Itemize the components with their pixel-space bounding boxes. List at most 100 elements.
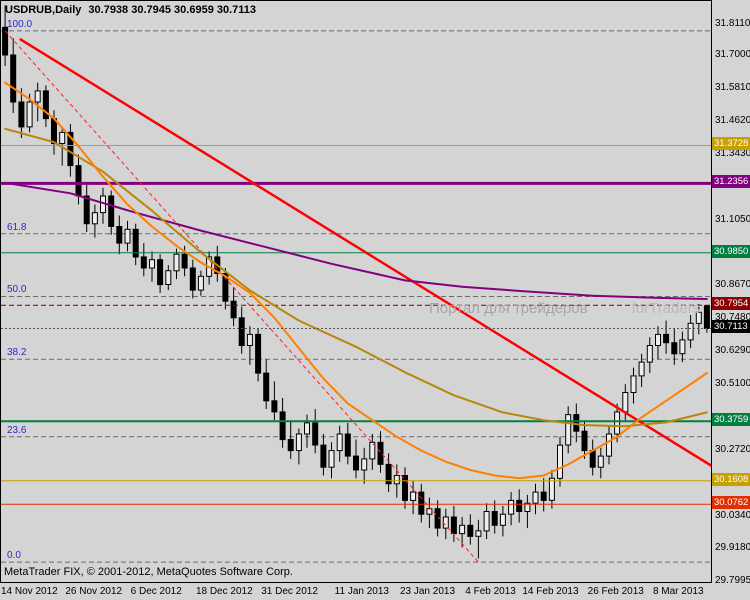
candle-body [353,455,359,471]
candle-body [597,455,604,468]
candle-body [336,433,343,452]
candle-body [51,118,57,144]
candle-body [687,322,694,341]
purple-slow-ma [4,181,708,300]
price-tick-label: 30.2720 [715,444,750,456]
gold-medium-ma [4,127,708,428]
date-tick-label: 26 Nov 2012 [65,586,123,597]
candle-body [410,491,417,501]
date-tick-label: 8 Mar 2013 [652,586,704,597]
date-tick-label: 23 Jan 2013 [399,586,456,597]
price-tick-label: 31.7000 [715,48,750,60]
date-tick-label: 14 Feb 2013 [522,586,579,597]
candle-body [491,511,498,526]
candle-body [385,463,392,485]
candle-body [189,267,196,291]
candle-body [181,253,188,269]
candle-body [557,444,563,479]
candle-body [320,444,327,468]
candle-body [26,101,33,128]
candle-body [108,195,115,227]
red-badge: 30.0762 [712,496,750,510]
candle-body [516,499,523,512]
fib-level-label: 100.0 [7,18,33,30]
date-tick-label: 18 Dec 2012 [195,586,253,597]
watermark: Портал для трейдеров forTraders [429,300,700,317]
candle-body [10,54,17,103]
price-tick-label: 30.6290 [715,345,750,357]
candle-body [238,317,245,346]
date-tick-label: 31 Dec 2012 [261,586,318,597]
date-tick-label: 6 Dec 2012 [130,586,182,597]
candle-body [622,392,629,413]
candle-body [197,275,204,291]
candle-body [655,333,661,346]
candle-body [165,270,172,286]
price-tick-label: 31.5810 [715,81,750,93]
candle-body [565,414,572,446]
candle-body [116,226,123,244]
price-tick-label: 30.5100 [715,378,750,390]
candle-body [377,441,384,465]
price-tick-label: 31.1050 [715,213,750,225]
candle-body [630,375,637,393]
candle-body [279,411,286,441]
candle-body [418,491,425,515]
chart-plot-area[interactable]: USDRUB,Daily 30.7938 30.7945 30.6959 30.… [0,0,712,583]
candle-body [140,256,147,269]
candle-body [508,499,515,515]
candle-body [246,333,253,346]
green-badge-lower: 30.3759 [712,413,750,427]
candle-body [287,439,294,452]
date-tick-label: 4 Feb 2013 [465,586,516,597]
candle-body [271,400,278,413]
candle-body [499,513,506,526]
watermark-text-en: forTraders [631,300,701,317]
candle-body [295,433,302,452]
candle-body [475,530,482,537]
candlestick-chart [1,5,711,563]
candle-body [369,441,376,460]
price-tick-label: 31.4620 [715,114,750,126]
time-axis[interactable]: 14 Nov 2012 26 Nov 2012 6 Dec 2012 18 Dec 2… [0,584,750,600]
candle-body [263,372,270,402]
candle-body [304,422,310,435]
price-tick-label: 30.0340 [715,509,750,521]
candle-body [75,165,82,197]
fib-level-label: 38.2 [7,347,27,359]
candle-body [442,516,449,529]
candle-body [361,458,368,471]
price-tick-label: 29.7995 [715,574,750,586]
candle-body [679,339,686,355]
candle-body [42,90,49,120]
candle-body [459,524,466,535]
downtrend-line [19,37,711,467]
candle-body [173,253,180,272]
candle-body [467,524,474,537]
candle-body [2,26,9,56]
chart-ohlc-values: 30.7938 30.7945 30.6959 30.7113 [88,4,257,16]
fib-level-label: 50.0 [7,284,27,296]
candle-body [393,475,400,485]
maroon-badge: 30.7954 [712,297,750,311]
candle-body [606,433,612,457]
candle-body [589,450,596,468]
candle-body [34,90,41,103]
price-axis[interactable]: 31.8110 31.7000 31.5810 31.4620 31.3430 31.10… [712,0,750,586]
date-tick-label: 14 Nov 2012 [1,586,58,597]
gold-badge-upper: 31.3728 [712,137,750,151]
candle-body [426,508,433,515]
green-badge-upper: 30.9850 [712,244,750,258]
orange-fast-ma [4,81,708,480]
candle-body [59,131,66,144]
candle-body [83,195,90,225]
current-price-badge: 30.7113 [712,320,750,334]
chart-symbol-label: USDRUB,Daily [5,4,82,16]
candle-body [695,311,702,324]
candle-body [450,516,457,535]
fib-level-label: 61.8 [7,221,27,233]
candle-body [67,131,74,167]
candle-body [18,101,25,128]
candle-body [540,491,547,501]
